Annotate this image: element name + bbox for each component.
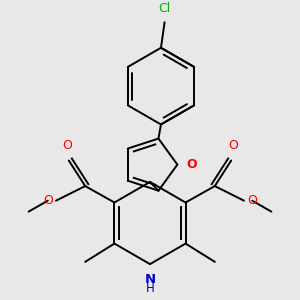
Text: N: N	[144, 273, 156, 286]
Text: O: O	[62, 139, 72, 152]
Text: O: O	[187, 158, 197, 171]
Text: O: O	[228, 139, 238, 152]
Text: O: O	[247, 194, 257, 207]
Text: H: H	[146, 282, 154, 296]
Text: O: O	[43, 194, 53, 207]
Text: Cl: Cl	[158, 2, 171, 15]
